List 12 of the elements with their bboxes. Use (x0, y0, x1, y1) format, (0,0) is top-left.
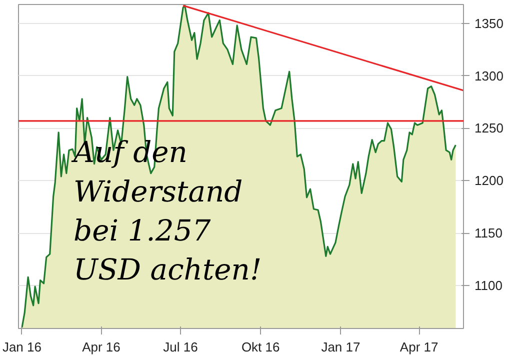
y-tick-label: 1150 (474, 226, 502, 241)
y-tick-label: 1350 (474, 16, 504, 31)
x-tick-label: Okt 16 (241, 340, 280, 354)
y-tick-label: 1200 (474, 173, 504, 188)
x-tick-label: Jul 16 (163, 340, 198, 354)
y-tick-label: 1100 (474, 278, 502, 294)
y-tick-label: 1250 (474, 120, 504, 136)
x-tick-label: Apr 17 (400, 340, 438, 354)
x-tick-label: Jan 17 (321, 340, 360, 354)
x-tick-label: Jan 16 (2, 340, 42, 354)
x-tick-label: Apr 16 (82, 340, 120, 354)
y-tick-label: 1300 (474, 68, 504, 84)
